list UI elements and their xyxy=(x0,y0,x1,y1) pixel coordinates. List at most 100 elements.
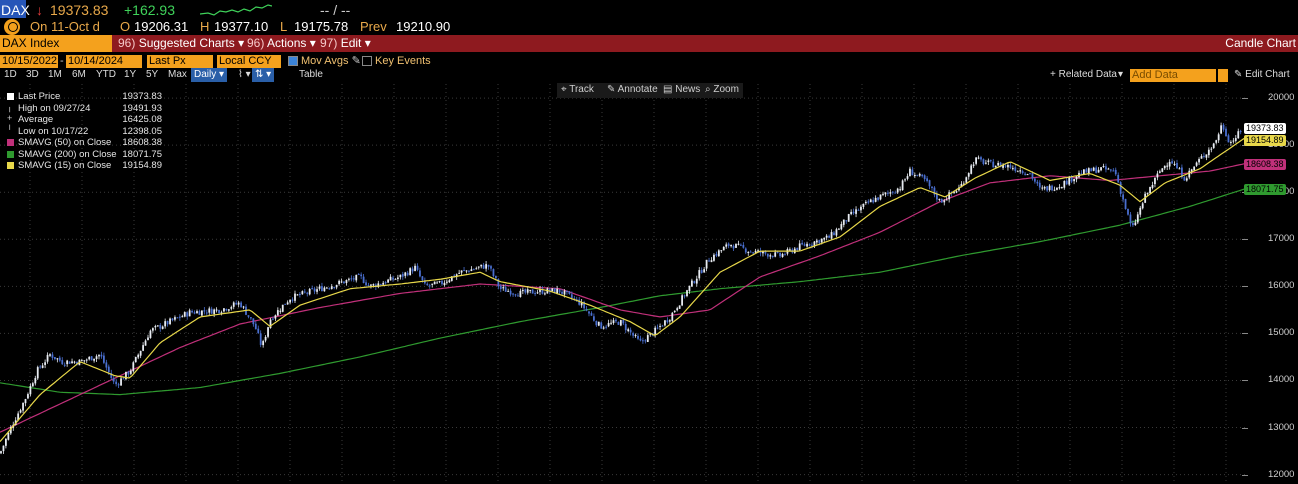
candle-body xyxy=(646,335,649,342)
edit-chart-button[interactable]: ✎ Edit Chart xyxy=(1234,68,1290,82)
period-5y[interactable]: 5Y xyxy=(146,69,159,80)
track-tool[interactable]: ⌖ Track xyxy=(561,84,594,95)
candle-body xyxy=(874,197,877,202)
candle-body xyxy=(862,203,865,207)
legend-last-price[interactable]: Last Price 19373.83 xyxy=(4,91,162,103)
candle-body xyxy=(468,270,470,272)
candle-body xyxy=(534,293,536,295)
candle-body xyxy=(1092,167,1095,171)
start-date-field[interactable]: 10/15/2022 xyxy=(0,55,58,68)
suggested-charts-menu[interactable]: 96) Suggested Charts ▾ xyxy=(118,36,244,50)
crosshair-icon: ⌖ xyxy=(561,84,570,95)
legend-sma15[interactable]: SMAVG (15) on Close 19154.89 xyxy=(4,160,162,172)
table-button[interactable]: Table xyxy=(299,69,323,80)
candle-body xyxy=(294,293,296,301)
candle-body xyxy=(556,288,559,294)
candle-body xyxy=(703,269,706,273)
candle-body xyxy=(1058,187,1061,189)
candle-body xyxy=(624,323,627,331)
add-data-input[interactable]: Add Data xyxy=(1130,69,1216,82)
candle-body xyxy=(869,199,872,203)
candle-body xyxy=(1056,187,1058,190)
frequency-select[interactable]: Daily ▾ xyxy=(191,68,228,82)
candle-body xyxy=(835,229,838,236)
candle-body xyxy=(578,299,581,305)
candle-body xyxy=(896,188,899,193)
line-chart-icon[interactable]: ⌇ ▾ xyxy=(238,69,251,80)
security-field[interactable]: DAX Index xyxy=(0,35,112,52)
candle-body xyxy=(894,192,897,194)
y-tick-label: 14000 xyxy=(1268,374,1295,386)
ticker-symbol[interactable]: DAX xyxy=(1,2,30,18)
end-date-field[interactable]: 10/14/2024 xyxy=(66,55,142,68)
price-field-select[interactable]: Last Px xyxy=(147,55,213,68)
legend-average[interactable]: + Average 16425.08 xyxy=(4,113,162,126)
news-tool[interactable]: ▤ News xyxy=(663,84,700,95)
mov-avgs-label: Mov Avgs xyxy=(301,55,349,67)
candle-body xyxy=(362,276,365,283)
pencil-icon[interactable]: ✎ xyxy=(351,55,361,67)
candle-body xyxy=(962,183,965,185)
candle-body xyxy=(1029,173,1031,175)
candle-body xyxy=(725,244,728,247)
candle-body xyxy=(1070,176,1073,182)
period-1d[interactable]: 1D xyxy=(4,69,17,80)
candle-body xyxy=(201,310,203,316)
currency-select[interactable]: Local CCY xyxy=(217,55,281,68)
legend-high[interactable]: ╷ High on 09/27/24 19491.93 xyxy=(4,102,162,115)
candle-body xyxy=(860,206,862,211)
price-chart[interactable] xyxy=(0,84,1298,484)
candle-body xyxy=(377,283,380,287)
candle-body xyxy=(56,358,59,360)
candle-body xyxy=(666,320,669,323)
legend-sma50[interactable]: SMAVG (50) on Close 18608.38 xyxy=(4,137,162,149)
candle-body xyxy=(232,302,235,307)
candle-body xyxy=(448,280,451,283)
zoom-tool[interactable]: ⌕ Zoom xyxy=(705,84,739,95)
candle-body xyxy=(1043,187,1046,189)
period-1m[interactable]: 1M xyxy=(48,69,62,80)
actions-menu[interactable]: 96) Actions ▾ xyxy=(247,36,316,50)
mov-avgs-toggle[interactable]: Mov Avgs ✎ xyxy=(288,55,361,68)
candle-body xyxy=(798,243,801,251)
legend-label: High on 09/27/24 xyxy=(18,102,91,114)
candle-body xyxy=(764,251,767,254)
candle-body xyxy=(517,295,519,297)
candle-body xyxy=(34,378,37,384)
candle-body xyxy=(269,319,272,328)
edit-menu[interactable]: 97) Edit ▾ xyxy=(320,36,371,50)
period-ytd[interactable]: YTD xyxy=(96,69,116,80)
candle-body xyxy=(318,286,321,289)
related-data-button[interactable]: + Related Data xyxy=(1050,69,1117,80)
candle-body xyxy=(159,324,162,329)
candle-body xyxy=(982,159,985,165)
legend-low[interactable]: ╵ Low on 10/17/22 12398.05 xyxy=(4,125,162,138)
high-label: H xyxy=(200,19,210,34)
candle-body xyxy=(259,333,262,345)
bar-style-icon[interactable]: ⇅ ▾ xyxy=(252,68,275,82)
candle-body xyxy=(382,282,385,285)
candle-body xyxy=(1048,185,1051,191)
low-value: 19175.78 xyxy=(294,19,349,34)
candle-body xyxy=(134,356,137,363)
add-data-button[interactable] xyxy=(1218,69,1228,82)
candle-body xyxy=(544,293,546,295)
candle-body xyxy=(1149,187,1151,194)
period-6m[interactable]: 6M xyxy=(72,69,86,80)
candle-body xyxy=(872,200,875,203)
ticker-symbol-box[interactable] xyxy=(0,0,26,18)
annotate-tool[interactable]: ✎ Annotate xyxy=(607,84,658,95)
candle-body xyxy=(129,370,132,374)
period-max[interactable]: Max xyxy=(168,69,187,80)
key-events-toggle[interactable]: Key Events xyxy=(362,55,431,68)
sparkline-icon xyxy=(200,4,272,16)
period-1y[interactable]: 1Y xyxy=(124,69,137,80)
candle-body xyxy=(632,333,634,336)
legend-sma200[interactable]: SMAVG (200) on Close 18071.75 xyxy=(4,149,162,161)
period-3d[interactable]: 3D xyxy=(26,69,39,80)
candle-body xyxy=(1102,166,1105,168)
candle-body xyxy=(63,364,66,366)
candle-body xyxy=(210,308,213,314)
clock-icon[interactable] xyxy=(4,19,20,35)
candle-body xyxy=(296,294,299,296)
